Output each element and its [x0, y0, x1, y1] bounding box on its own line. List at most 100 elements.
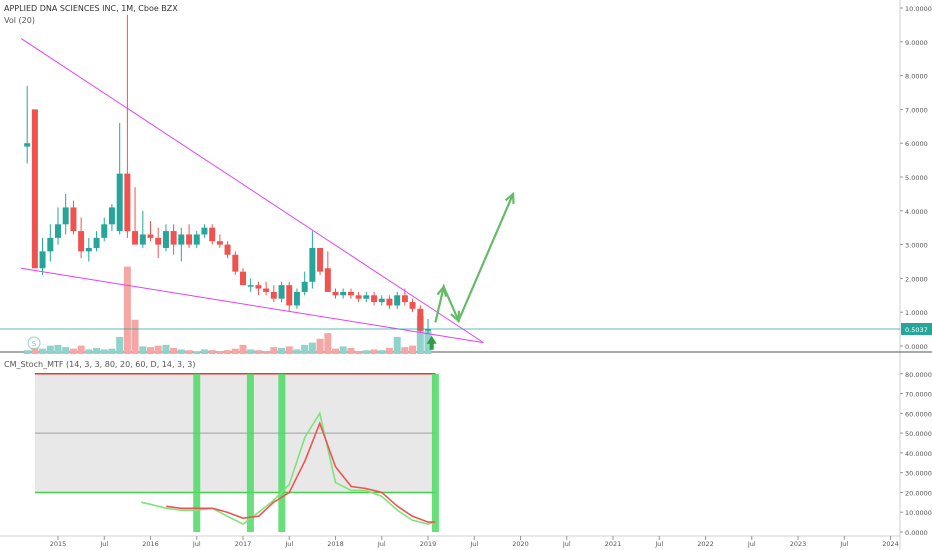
volume-bar [139, 346, 147, 354]
candle-body [193, 234, 200, 245]
trendline-upper [20, 38, 484, 344]
candle-body [147, 234, 154, 238]
volume-bar [347, 347, 355, 354]
volume-bar [85, 349, 93, 354]
candle-body [170, 231, 177, 245]
candle-body [78, 231, 85, 252]
candle-body [417, 308, 424, 331]
volume-bar [131, 319, 139, 354]
volume-bar [77, 345, 85, 354]
candle-body [355, 295, 362, 299]
time-axis-label: Jul [747, 540, 756, 548]
time-axis-label: 2018 [327, 540, 344, 548]
candle-body [47, 237, 54, 252]
signal-column [246, 373, 254, 532]
projection-arrowhead-target [504, 191, 515, 204]
volume-bar [224, 350, 232, 354]
candle-body [247, 285, 254, 287]
volume-bar [409, 345, 417, 354]
price-axis-label: 4.0000 [905, 208, 928, 216]
volume-bar [154, 345, 162, 354]
stoch-axis-label: 30.0000 [905, 470, 932, 478]
candle-body [293, 291, 300, 306]
candle-body [401, 295, 408, 303]
last-price-tag [901, 322, 932, 335]
time-axis-label: 2016 [142, 540, 159, 548]
volume-bar [147, 347, 154, 354]
candle-body [62, 207, 69, 225]
volume-label: Vol (20) [4, 16, 35, 25]
candle-body [255, 285, 262, 289]
volume-bar [355, 350, 363, 354]
stoch-series-D [166, 420, 436, 523]
candle-body [178, 234, 185, 245]
volume-bar [69, 348, 77, 354]
signal-up-arrow-icon [426, 335, 437, 350]
candle-body [309, 247, 316, 282]
time-axis-label: Jul [192, 540, 201, 548]
symbol-title: APPLIED DNA SCIENCES INC, 1M, Cboe BZX [4, 4, 178, 13]
stoch-axis-label: 80.0000 [905, 371, 932, 379]
candle-body [371, 295, 378, 303]
volume-bar [254, 350, 262, 354]
watermark-glyph: S [32, 340, 37, 348]
candle-body [378, 298, 385, 303]
volume-bar [239, 344, 247, 354]
candle-body [317, 247, 324, 272]
candle-body [155, 237, 162, 245]
volume-bar [339, 346, 347, 354]
volume-bar [370, 349, 378, 354]
candle-body [278, 285, 285, 299]
time-axis-label: 2020 [512, 540, 529, 548]
price-axis-label: 1.0000 [905, 309, 928, 317]
candle-body [55, 224, 61, 238]
volume-bar [46, 345, 54, 354]
candle-body [39, 251, 46, 269]
volume-bar [93, 347, 101, 354]
candle-body [425, 329, 431, 331]
time-axis-label: Jul [377, 540, 386, 548]
candle-body [324, 268, 331, 292]
watermark-icon [27, 336, 41, 350]
time-axis-label: Jul [562, 540, 571, 548]
price-axis-label: 7.0000 [905, 106, 928, 114]
volume-bar [185, 350, 193, 354]
candle-body [24, 143, 31, 147]
volume-bar [385, 347, 393, 354]
volume-bar [316, 338, 324, 354]
candle-body [31, 109, 38, 269]
candle-body [232, 254, 239, 272]
candle-body [216, 241, 223, 245]
projection-arrowhead-up [436, 284, 447, 297]
volume-bar [208, 350, 216, 354]
price-axis-label: 9.0000 [905, 39, 928, 47]
stoch-axis-label: 10.0000 [905, 509, 932, 517]
candle-body [124, 173, 131, 232]
price-axis-label: 10.0000 [905, 5, 932, 13]
price-axis-label: 8.0000 [905, 73, 928, 81]
candle-body [93, 237, 100, 248]
volume-bar [162, 344, 170, 354]
time-axis-label: 2023 [790, 540, 807, 548]
volume-bar [393, 336, 401, 354]
price-axis-label: 3.0000 [905, 242, 928, 250]
volume-bar [362, 350, 370, 354]
volume-bar [308, 342, 316, 354]
candle-body [270, 291, 277, 299]
candle-body [340, 291, 347, 296]
candle-body [162, 231, 169, 248]
candle-body [409, 302, 416, 309]
price-axis-label: 5.0000 [905, 174, 928, 182]
volume-bar [170, 347, 178, 354]
signal-column [193, 373, 201, 532]
volume-bar [293, 349, 301, 354]
candle-body [394, 295, 401, 306]
candle-body [363, 295, 370, 299]
volume-bar [285, 346, 293, 354]
volume-bar [23, 350, 31, 354]
candle-body [301, 281, 308, 292]
volume-bar [262, 350, 270, 354]
candle-body [132, 231, 139, 245]
volume-bar [378, 350, 386, 354]
